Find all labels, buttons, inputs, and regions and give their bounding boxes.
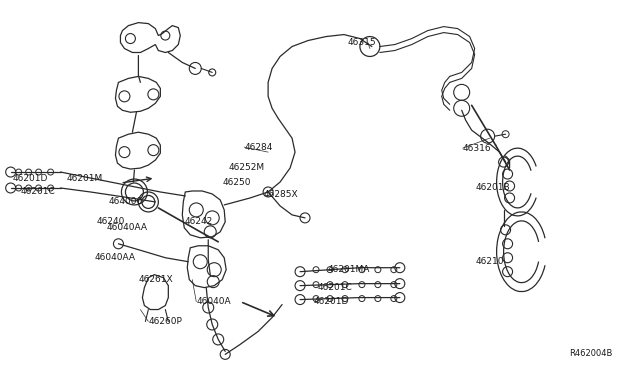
Text: 46040A: 46040A <box>196 297 231 306</box>
Text: 46252M: 46252M <box>228 163 264 171</box>
Text: 46201D: 46201D <box>13 173 48 183</box>
Text: 46260P: 46260P <box>148 317 182 326</box>
Text: 46250: 46250 <box>222 177 251 186</box>
Text: 464000: 464000 <box>108 198 143 206</box>
Text: 46261X: 46261X <box>138 275 173 284</box>
Text: 46201B: 46201B <box>476 183 510 192</box>
Text: 46285X: 46285X <box>263 190 298 199</box>
Text: 46240: 46240 <box>97 217 125 227</box>
Text: R462004B: R462004B <box>570 349 613 358</box>
Text: 46201D: 46201D <box>314 297 349 306</box>
Text: 46210: 46210 <box>476 257 504 266</box>
Text: 46040AA: 46040AA <box>106 223 147 232</box>
Text: 46201M: 46201M <box>67 173 103 183</box>
Text: 46040AA: 46040AA <box>95 253 136 262</box>
Text: 46315: 46315 <box>348 38 376 47</box>
Text: 46201MA: 46201MA <box>328 265 371 274</box>
Text: 46201C: 46201C <box>20 187 56 196</box>
Text: 46316: 46316 <box>463 144 492 153</box>
Text: 46284: 46284 <box>244 142 273 152</box>
Text: 46201C: 46201C <box>318 283 353 292</box>
Text: 46242: 46242 <box>184 217 212 227</box>
